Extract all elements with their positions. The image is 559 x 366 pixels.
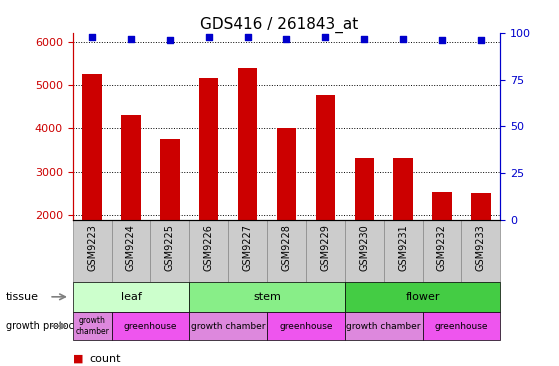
Point	[243, 34, 252, 40]
Point	[399, 36, 408, 41]
Bar	[354, 158, 374, 302]
Bar	[394, 158, 413, 302]
Bar	[121, 115, 141, 302]
Text: ■: ■	[73, 354, 83, 364]
Text: growth protocol: growth protocol	[6, 321, 82, 331]
Text: GDS416 / 261843_at: GDS416 / 261843_at	[200, 16, 359, 33]
Point	[360, 36, 369, 41]
Point	[88, 34, 97, 40]
Text: greenhouse: greenhouse	[124, 322, 177, 330]
Bar	[199, 78, 219, 302]
Text: count: count	[89, 354, 121, 364]
Point	[204, 34, 213, 40]
Text: flower: flower	[405, 292, 440, 302]
Text: growth chamber: growth chamber	[191, 322, 266, 330]
Point	[126, 36, 135, 41]
Text: greenhouse: greenhouse	[435, 322, 488, 330]
Point	[165, 37, 174, 43]
Text: growth chamber: growth chamber	[347, 322, 421, 330]
Point	[282, 36, 291, 41]
Bar	[82, 74, 102, 302]
Text: leaf: leaf	[121, 292, 141, 302]
Bar	[316, 96, 335, 302]
Point	[476, 37, 485, 43]
Bar	[160, 139, 179, 302]
Bar	[471, 193, 491, 302]
Text: tissue: tissue	[6, 292, 39, 302]
Bar	[238, 68, 257, 302]
Text: growth
chamber: growth chamber	[75, 316, 109, 336]
Point	[321, 34, 330, 40]
Bar	[277, 128, 296, 302]
Point	[438, 37, 447, 43]
Bar	[432, 192, 452, 302]
Text: greenhouse: greenhouse	[279, 322, 333, 330]
Text: stem: stem	[253, 292, 281, 302]
